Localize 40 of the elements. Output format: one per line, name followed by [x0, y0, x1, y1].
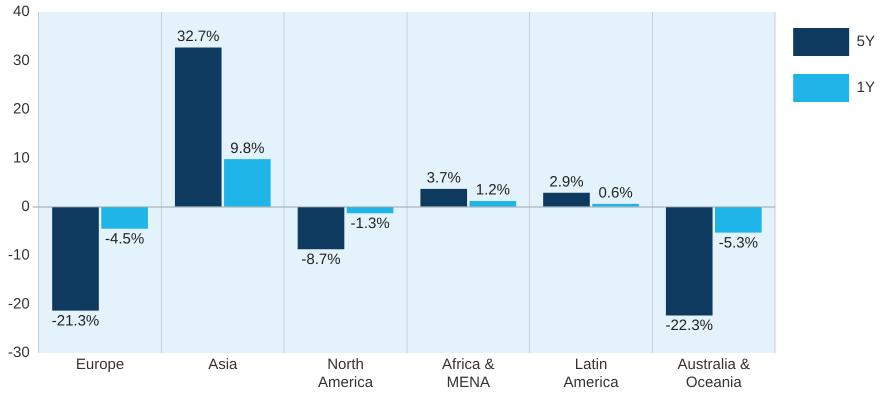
bar — [298, 207, 344, 250]
bar — [52, 207, 99, 311]
data-label: 1.2% — [476, 182, 510, 199]
y-tick-label: -20 — [8, 295, 30, 312]
data-label: 3.7% — [426, 169, 461, 186]
bar — [470, 201, 516, 206]
bar — [420, 188, 468, 206]
y-tick-label: 20 — [12, 100, 30, 118]
data-label: 0.6% — [598, 184, 633, 202]
bar — [592, 204, 639, 206]
bar — [174, 48, 222, 206]
data-label: -8.7% — [301, 250, 341, 268]
data-label: -22.3% — [665, 317, 713, 334]
y-tick-label: -10 — [8, 246, 30, 264]
y-tick-label: -30 — [8, 344, 30, 362]
data-label: -1.3% — [350, 214, 390, 232]
legend-label: 1Y — [856, 79, 876, 96]
data-label: -4.5% — [105, 230, 144, 248]
x-tick-label: Africa & MENA — [442, 356, 495, 392]
bar — [346, 207, 394, 214]
data-label: -5.3% — [718, 234, 758, 252]
bar — [224, 159, 271, 206]
bar — [715, 207, 762, 233]
bar — [101, 207, 148, 229]
x-tick-label: Latin America — [564, 356, 620, 392]
y-tick-label: 10 — [12, 149, 30, 166]
data-label: -21.3% — [52, 312, 100, 330]
x-tick-label: Australia & Oceania — [678, 356, 750, 392]
y-tick-label: 0 — [21, 198, 30, 215]
y-tick-label: 30 — [12, 52, 30, 69]
bar — [543, 192, 590, 206]
legend-label: 5Y — [856, 33, 876, 50]
y-tick-label: 40 — [12, 3, 30, 20]
data-label: 2.9% — [549, 173, 584, 190]
x-tick-label: Asia — [208, 356, 238, 374]
bar — [666, 207, 713, 316]
data-label: 32.7% — [176, 28, 220, 46]
data-label: 9.8% — [230, 140, 264, 157]
x-tick-label: Europe — [76, 356, 124, 374]
x-tick-label: North America — [318, 356, 374, 392]
